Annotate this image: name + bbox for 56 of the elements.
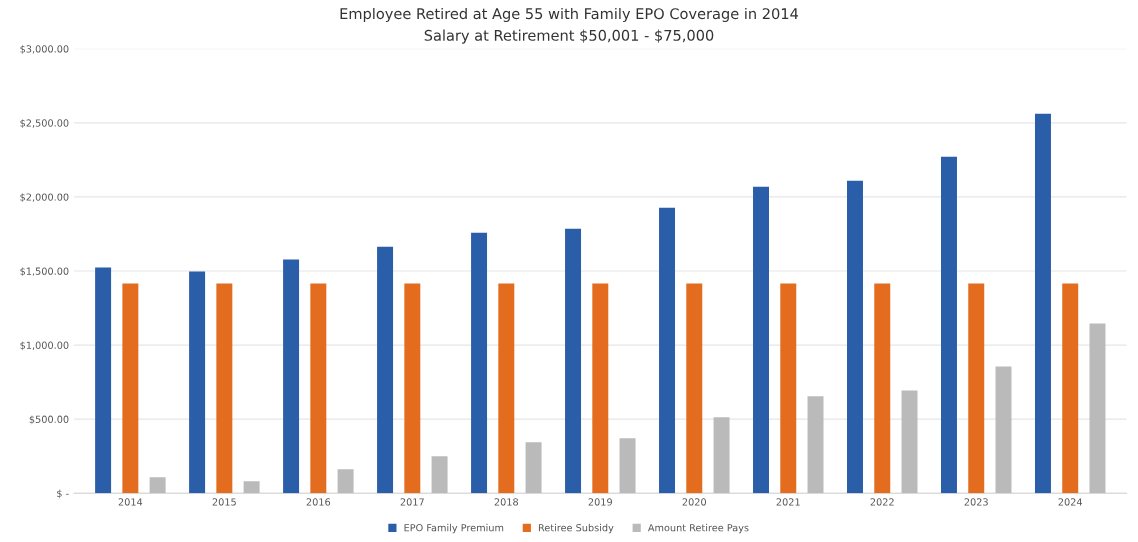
bar: [941, 156, 957, 494]
legend-label: Retiree Subsidy: [538, 523, 614, 534]
bar: [659, 207, 676, 494]
bar: [377, 246, 394, 494]
bar: [431, 456, 448, 494]
bar: [122, 283, 139, 494]
bar: [243, 481, 260, 494]
legend-label: EPO Family Premium: [404, 523, 504, 534]
bar: [807, 396, 824, 494]
x-tick-label: 2015: [212, 498, 236, 506]
bar: [189, 271, 206, 494]
chart-title: Employee Retired at Age 55 with Family EPO Coverage in 2014: [340, 7, 799, 22]
bar: [95, 267, 112, 494]
y-tick-label: $500.00: [29, 415, 69, 425]
bar: [780, 283, 797, 494]
y-tick-label: $1,500.00: [20, 267, 69, 277]
bar: [592, 283, 609, 494]
x-tick-label: 2014: [118, 498, 143, 506]
bar: [565, 228, 582, 494]
bar: [847, 180, 863, 494]
bar: [753, 186, 769, 494]
bar: [310, 283, 327, 494]
bar: [149, 477, 166, 494]
x-tick-label: 2018: [494, 498, 519, 506]
y-tick-label: $3,000.00: [20, 45, 69, 54]
bar: [686, 283, 703, 494]
x-tick-label: 2016: [306, 498, 331, 506]
y-tick-label: $1,000.00: [20, 341, 69, 351]
x-tick-label: 2017: [400, 498, 424, 506]
bar: [498, 283, 515, 494]
bar: [216, 283, 233, 494]
bar: [619, 438, 636, 494]
bar: [404, 283, 421, 494]
bar: [968, 283, 985, 494]
bar: [901, 390, 918, 494]
bar: [525, 442, 542, 494]
bar: [1089, 323, 1106, 494]
x-tick-label: 2020: [682, 498, 707, 506]
y-tick-label: $2,500.00: [20, 119, 69, 128]
x-tick-label: 2023: [964, 498, 988, 506]
y-tick-label: $2,000.00: [20, 193, 69, 203]
x-tick-label: 2021: [776, 498, 800, 506]
bar: [471, 232, 488, 494]
chart-subtitle: Salary at Retirement $50,001 - $75,000: [424, 29, 714, 44]
legend-label: Amount Retiree Pays: [647, 523, 749, 534]
x-tick-label: 2024: [1058, 498, 1083, 506]
x-tick-label: 2019: [588, 498, 612, 506]
bar: [995, 366, 1012, 494]
x-tick-label: 2022: [870, 498, 894, 506]
bar: [713, 417, 730, 494]
bar: [874, 283, 891, 494]
bar: [1034, 113, 1051, 494]
bar: [337, 469, 354, 494]
bar: [1062, 283, 1079, 494]
y-tick-label: $ -: [57, 489, 69, 499]
bar: [283, 259, 300, 494]
